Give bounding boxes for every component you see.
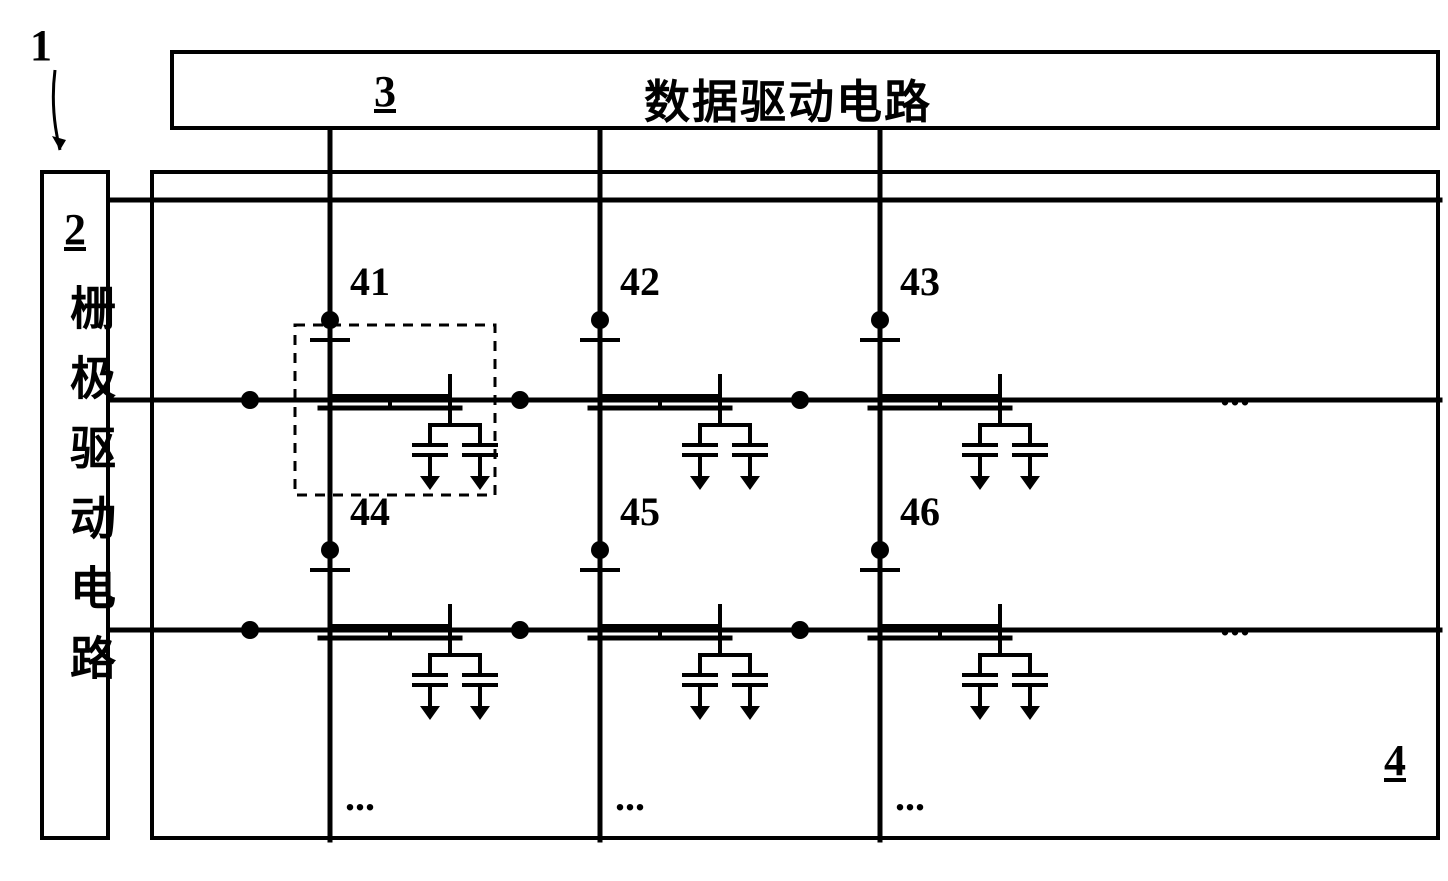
svg-text:...: ... bbox=[615, 774, 645, 819]
svg-text:46: 46 bbox=[900, 489, 940, 534]
diagram-root: 1 3 数据驱动电路 2 栅极驱动电路 4 414243444546......… bbox=[20, 20, 1448, 861]
svg-text:41: 41 bbox=[350, 259, 390, 304]
wiring-layer: 41 42 43 44 45 46............... bbox=[20, 20, 1448, 861]
svg-text:...: ... bbox=[1220, 599, 1250, 644]
svg-text:44: 44 bbox=[350, 489, 390, 534]
svg-text:...: ... bbox=[895, 774, 925, 819]
svg-text:45: 45 bbox=[620, 489, 660, 534]
svg-text:...: ... bbox=[345, 774, 375, 819]
svg-text:42: 42 bbox=[620, 259, 660, 304]
svg-text:43: 43 bbox=[900, 259, 940, 304]
svg-text:...: ... bbox=[1220, 369, 1250, 414]
